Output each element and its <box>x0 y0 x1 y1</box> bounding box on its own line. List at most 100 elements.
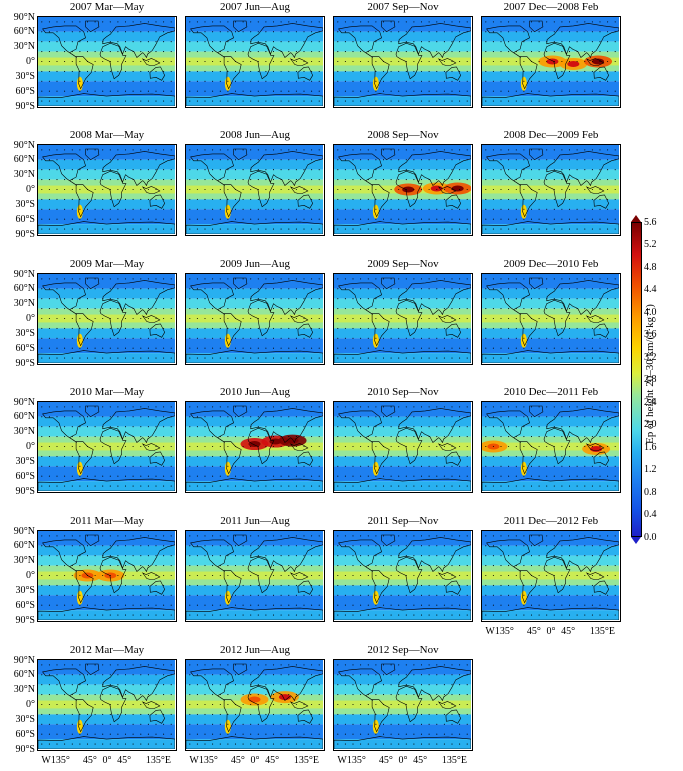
grid-dot <box>242 485 244 487</box>
grid-dot <box>140 703 142 706</box>
grid-dot <box>109 574 111 577</box>
map-plot <box>38 274 175 363</box>
grid-dot <box>561 545 563 547</box>
grid-dot <box>523 535 525 537</box>
grid-dot <box>288 228 290 230</box>
grid-dot <box>155 80 157 82</box>
grid-dot <box>272 179 275 181</box>
grid-dot <box>500 90 502 92</box>
grid-dot <box>546 465 548 467</box>
grid-dot <box>295 594 297 596</box>
grid-dot <box>443 357 445 359</box>
grid-dot <box>530 288 533 290</box>
grid-dot <box>155 475 157 477</box>
grid-dot <box>48 574 50 577</box>
grid-dot <box>443 723 445 725</box>
grid-dot <box>352 90 354 92</box>
grid-dot <box>360 416 362 418</box>
grid-dot <box>398 485 400 487</box>
grid-dot <box>553 327 555 329</box>
grid-dot <box>413 278 415 280</box>
grid-dot <box>515 565 517 567</box>
grid-dot <box>163 188 165 191</box>
grid-dot <box>303 208 305 210</box>
grid-dot <box>485 218 487 220</box>
grid-dot <box>196 574 198 577</box>
grid-dot <box>538 445 540 448</box>
grid-dot <box>553 406 555 408</box>
grid-dot <box>295 228 297 230</box>
grid-dot <box>163 198 165 200</box>
equatorial-band <box>334 571 471 580</box>
grid-dot <box>242 545 244 547</box>
grid-dot <box>132 743 134 745</box>
grid-dot <box>189 317 191 320</box>
grid-dot <box>155 406 157 408</box>
grid-dot <box>375 169 377 171</box>
coastline-australia <box>445 709 462 724</box>
grid-dot <box>515 317 517 320</box>
grid-dot <box>591 70 593 72</box>
grid-dot <box>382 218 385 220</box>
grid-dot <box>420 298 423 300</box>
grid-dot <box>568 604 571 606</box>
grid-dot <box>420 198 423 200</box>
grid-dot <box>576 406 578 408</box>
coastline-africa <box>247 556 275 594</box>
grid-dot <box>41 278 43 280</box>
map-plot <box>482 17 619 106</box>
grid-dot <box>109 426 111 428</box>
grid-dot <box>56 406 58 408</box>
field-band <box>186 555 323 566</box>
grid-dot <box>367 455 369 457</box>
grid-dot <box>352 347 354 349</box>
grid-dot <box>257 337 259 339</box>
coastline-eurasia <box>250 408 323 444</box>
grid-dot <box>170 733 172 735</box>
grid-dot <box>344 416 346 418</box>
grid-dot <box>79 694 81 696</box>
grid-dot <box>288 723 290 725</box>
grid-dot <box>318 426 320 428</box>
grid-dot <box>234 159 237 161</box>
grid-dot <box>367 565 369 567</box>
grid-dot <box>265 545 267 547</box>
grid-dot <box>132 308 134 310</box>
grid-dot <box>280 416 282 418</box>
grid-dot <box>428 317 430 320</box>
seasonal-panel: 2007 Jun—Aug <box>185 0 325 110</box>
grid-dot <box>257 604 259 606</box>
grid-dot <box>272 169 275 171</box>
grid-dot <box>546 60 548 63</box>
grid-dot <box>337 684 339 686</box>
grid-dot <box>234 41 237 43</box>
grid-dot <box>561 445 563 448</box>
grid-dot <box>41 664 43 666</box>
field-band <box>334 456 471 467</box>
grid-dot <box>428 555 430 557</box>
grid-dot <box>272 159 275 161</box>
grid-dot <box>398 694 400 696</box>
grid-dot <box>599 545 601 547</box>
grid-dot <box>538 594 540 596</box>
grid-dot <box>337 445 339 448</box>
grid-dot <box>614 594 616 596</box>
grid-dot <box>56 594 58 596</box>
grid-dot <box>508 337 510 339</box>
grid-dot <box>508 455 510 457</box>
grid-dot <box>443 21 445 23</box>
grid-dot <box>48 357 50 359</box>
grid-dot <box>64 298 66 300</box>
lat-tick-label: 0° <box>26 441 35 452</box>
grid-dot <box>242 713 244 715</box>
coastline-north-america <box>42 410 86 443</box>
grid-dot <box>436 208 438 210</box>
grid-dot <box>546 406 548 408</box>
grid-dot <box>523 149 525 151</box>
grid-dot <box>117 445 119 448</box>
grid-dot <box>546 288 548 290</box>
grid-dot <box>485 188 487 191</box>
grid-dot <box>436 308 438 310</box>
field-band <box>482 610 619 620</box>
grid-dot <box>219 455 221 457</box>
